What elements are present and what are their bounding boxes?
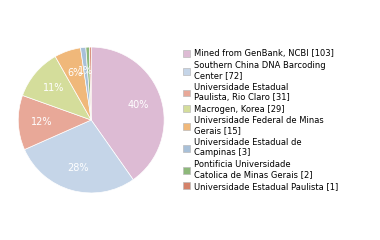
Wedge shape: [55, 48, 91, 120]
Wedge shape: [91, 47, 164, 180]
Wedge shape: [22, 56, 91, 120]
Text: 28%: 28%: [67, 163, 89, 173]
Wedge shape: [86, 47, 91, 120]
Text: 6%: 6%: [67, 68, 83, 78]
Legend: Mined from GenBank, NCBI [103], Southern China DNA Barcoding
Center [72], Univer: Mined from GenBank, NCBI [103], Southern…: [183, 49, 338, 191]
Wedge shape: [89, 47, 91, 120]
Wedge shape: [18, 96, 91, 150]
Text: 12%: 12%: [31, 117, 52, 127]
Text: 40%: 40%: [128, 100, 149, 110]
Wedge shape: [81, 47, 91, 120]
Text: 11%: 11%: [43, 83, 64, 93]
Wedge shape: [24, 120, 133, 193]
Text: 1%: 1%: [78, 66, 93, 76]
